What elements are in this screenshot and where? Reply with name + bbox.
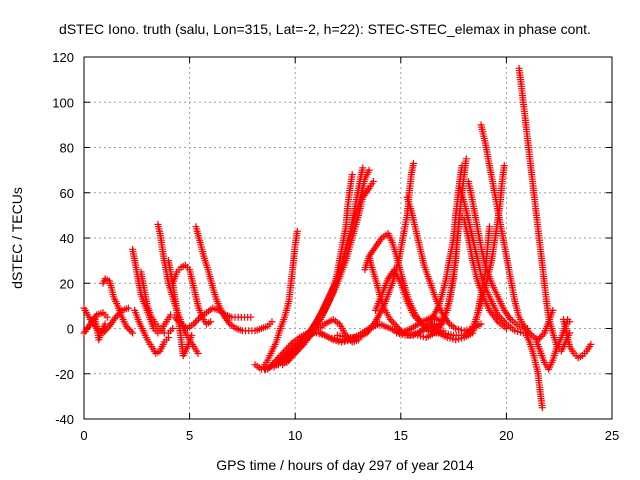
y-tick-label: 60 — [60, 186, 74, 201]
data-point — [169, 325, 177, 332]
x-tick-label: 0 — [80, 428, 87, 443]
data-point — [587, 340, 595, 348]
y-axis-label: dSTEC / TECUs — [9, 187, 25, 289]
data-point — [538, 404, 546, 412]
data-point — [497, 315, 505, 323]
data-point — [293, 227, 301, 235]
data-point — [500, 162, 508, 170]
data-point — [247, 313, 255, 321]
data-point — [122, 322, 130, 330]
data-point — [286, 341, 294, 349]
data-point — [195, 315, 203, 323]
data-point — [393, 322, 401, 330]
data-point — [365, 166, 373, 174]
data-point — [193, 317, 201, 325]
data-point — [539, 331, 547, 339]
data-point — [477, 320, 485, 328]
data-point — [194, 349, 202, 357]
data-point — [207, 318, 215, 326]
data-point — [167, 311, 175, 319]
data-point — [101, 320, 109, 328]
y-tick-label: 0 — [67, 322, 74, 337]
y-tick-label: -40 — [55, 412, 74, 427]
y-tick-label: 80 — [60, 141, 74, 156]
data-point — [536, 334, 544, 342]
data-point — [171, 313, 179, 321]
data-point — [486, 223, 494, 231]
data-point — [125, 326, 133, 334]
y-tick-label: 100 — [52, 95, 74, 110]
data-point — [176, 318, 184, 326]
x-tick-label: 25 — [605, 428, 619, 443]
data-point — [409, 159, 417, 167]
data-point — [348, 171, 356, 179]
data-point — [389, 319, 397, 327]
data-point — [388, 317, 396, 325]
data-point — [462, 155, 470, 163]
data-point — [174, 317, 182, 325]
data-point — [129, 329, 137, 337]
data-point — [537, 332, 545, 340]
data-point — [124, 324, 132, 332]
data-point — [127, 327, 135, 335]
data-point — [124, 304, 132, 312]
data-point — [190, 320, 198, 328]
data-point — [288, 340, 296, 348]
data-point — [191, 318, 199, 326]
data-point — [268, 318, 276, 326]
data-points — [80, 64, 595, 412]
data-point — [394, 324, 402, 332]
x-tick-label: 5 — [186, 428, 193, 443]
data-point — [103, 313, 111, 321]
y-tick-label: 40 — [60, 231, 74, 246]
x-axis-label: GPS time / hours of day 297 of year 2014 — [216, 457, 474, 473]
x-tick-label: 15 — [394, 428, 408, 443]
data-point — [188, 331, 196, 339]
data-point — [112, 313, 120, 321]
y-tick-label: 20 — [60, 276, 74, 291]
axis-ticks: 0 5 10 15 20 25 -40 -20 0 20 40 60 80 100 120 — [52, 50, 619, 443]
data-point — [359, 164, 367, 172]
chart-title: dSTEC Iono. truth (salu, Lon=315, Lat=-2… — [59, 21, 591, 37]
data-point — [391, 321, 399, 329]
data-point — [386, 315, 394, 323]
y-tick-label: -20 — [55, 367, 74, 382]
data-point — [369, 177, 377, 185]
x-tick-label: 10 — [288, 428, 302, 443]
y-tick-label: 120 — [52, 50, 74, 65]
data-point — [172, 315, 180, 323]
x-tick-label: 20 — [499, 428, 513, 443]
